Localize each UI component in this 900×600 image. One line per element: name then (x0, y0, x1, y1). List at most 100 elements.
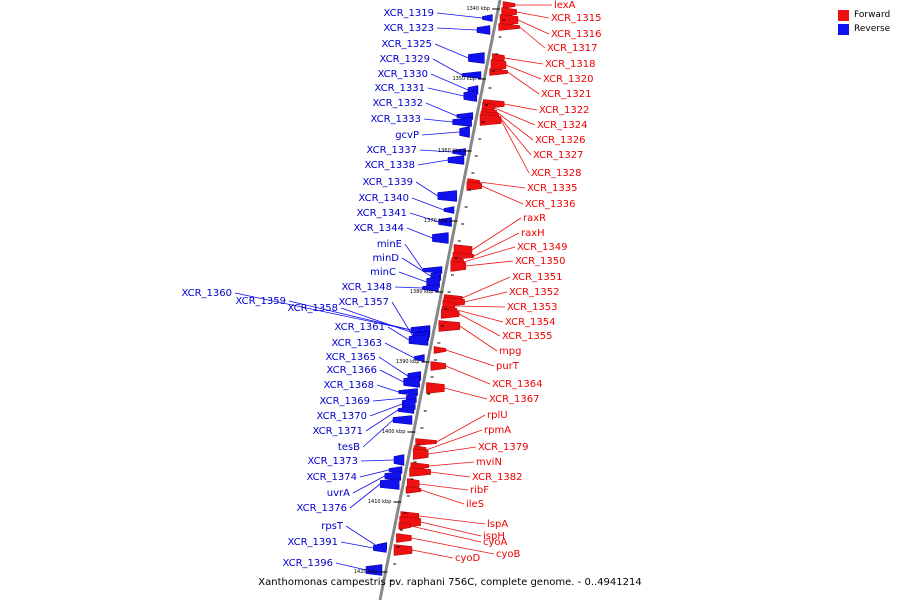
forward-gene-2[interactable] (499, 14, 519, 26)
reverse-gene-label[interactable]: XCR_1374 (306, 472, 357, 483)
forward-gene-label[interactable]: XCR_1353 (507, 302, 558, 313)
reverse-gene-label[interactable]: minD (372, 253, 399, 264)
reverse-gene-14[interactable] (432, 232, 449, 244)
reverse-gene-5[interactable] (463, 90, 478, 102)
reverse-gene-32[interactable] (393, 454, 405, 466)
forward-gene-label[interactable]: XCR_1364 (492, 379, 543, 390)
reverse-gene-label[interactable]: minC (370, 267, 396, 278)
forward-gene-label[interactable]: XCR_1315 (551, 13, 602, 24)
reverse-gene-label[interactable]: XCR_1330 (377, 69, 428, 80)
forward-gene-label[interactable]: XCR_1318 (545, 59, 596, 70)
forward-gene-36[interactable] (398, 522, 412, 530)
forward-gene-label[interactable]: mpg (499, 346, 521, 357)
forward-gene-29[interactable] (412, 448, 429, 460)
forward-gene-30[interactable] (410, 462, 430, 470)
forward-gene-label[interactable]: mviN (476, 457, 502, 468)
forward-gene-0[interactable] (502, 1, 516, 9)
forward-gene-22[interactable] (440, 309, 460, 319)
reverse-gene-label[interactable]: XCR_1340 (358, 193, 409, 204)
forward-gene-label[interactable]: XCR_1335 (527, 183, 578, 194)
reverse-gene-31[interactable] (392, 415, 413, 425)
reverse-gene-label[interactable]: XCR_1333 (370, 114, 421, 125)
forward-gene-label[interactable]: rpmA (484, 425, 511, 436)
forward-gene-25[interactable] (430, 361, 447, 371)
reverse-gene-3[interactable] (461, 71, 482, 79)
forward-gene-32[interactable] (406, 478, 420, 490)
reverse-gene-label[interactable]: XCR_1366 (326, 365, 377, 376)
reverse-gene-label[interactable]: tesB (338, 442, 360, 453)
forward-gene-label[interactable]: lexA (554, 0, 576, 11)
forward-gene-37[interactable] (396, 533, 412, 543)
forward-gene-label[interactable]: ileS (466, 499, 484, 510)
reverse-gene-label[interactable]: XCR_1370 (316, 411, 367, 422)
reverse-gene-2[interactable] (468, 52, 485, 64)
forward-gene-label[interactable]: lspA (487, 519, 508, 530)
forward-gene-label[interactable]: raxR (523, 213, 546, 224)
reverse-gene-label[interactable]: XCR_1332 (372, 98, 423, 109)
forward-gene-label[interactable]: XCR_1336 (525, 199, 576, 210)
reverse-gene-label[interactable]: XCR_1391 (287, 537, 338, 548)
reverse-gene-label[interactable]: gcvP (395, 130, 419, 141)
reverse-gene-label[interactable]: XCR_1357 (338, 297, 389, 308)
reverse-gene-label[interactable]: XCR_1396 (282, 558, 333, 569)
forward-gene-label[interactable]: XCR_1327 (533, 150, 584, 161)
forward-gene-label[interactable]: XCR_1324 (537, 120, 588, 131)
reverse-gene-label[interactable]: XCR_1319 (383, 8, 434, 19)
reverse-gene-label[interactable]: XCR_1348 (341, 282, 392, 293)
forward-gene-31[interactable] (409, 467, 431, 477)
reverse-gene-label[interactable]: XCR_1358 (287, 303, 338, 314)
forward-gene-label[interactable]: cyoB (496, 549, 521, 560)
forward-gene-label[interactable]: purT (496, 361, 520, 372)
forward-gene-27[interactable] (415, 438, 437, 446)
reverse-gene-37[interactable] (373, 543, 387, 553)
reverse-gene-13[interactable] (438, 217, 452, 227)
reverse-gene-8[interactable] (459, 126, 470, 138)
reverse-gene-label[interactable]: XCR_1341 (356, 208, 407, 219)
forward-gene-label[interactable]: XCR_1349 (517, 242, 568, 253)
reverse-gene-label[interactable]: XCR_1329 (379, 54, 430, 65)
forward-gene-label[interactable]: XCR_1351 (512, 272, 563, 283)
forward-gene-label[interactable]: XCR_1355 (502, 331, 553, 342)
forward-gene-label[interactable]: XCR_1326 (535, 135, 586, 146)
forward-gene-label[interactable]: rplU (487, 410, 508, 421)
forward-gene-1[interactable] (501, 7, 517, 17)
reverse-gene-label[interactable]: XCR_1373 (307, 456, 358, 467)
reverse-gene-label[interactable]: XCR_1338 (364, 160, 415, 171)
reverse-gene-label[interactable]: minE (377, 239, 402, 250)
reverse-gene-label[interactable]: XCR_1368 (323, 380, 374, 391)
reverse-gene-label[interactable]: XCR_1359 (235, 296, 286, 307)
reverse-gene-30[interactable] (397, 406, 415, 414)
forward-gene-label[interactable]: XCR_1321 (541, 89, 592, 100)
reverse-gene-9[interactable] (452, 148, 466, 156)
reverse-gene-label[interactable]: rpsT (321, 521, 344, 532)
reverse-gene-label[interactable]: XCR_1365 (325, 352, 376, 363)
reverse-gene-label[interactable]: uvrA (327, 488, 350, 499)
reverse-gene-26[interactable] (403, 376, 420, 388)
forward-gene-24[interactable] (433, 346, 447, 354)
reverse-gene-34[interactable] (384, 471, 402, 481)
reverse-gene-24[interactable] (414, 354, 425, 362)
reverse-gene-0[interactable] (482, 14, 493, 22)
forward-gene-17[interactable] (450, 260, 467, 272)
reverse-gene-label[interactable]: XCR_1360 (181, 288, 232, 299)
reverse-gene-1[interactable] (476, 25, 491, 35)
forward-gene-label[interactable]: XCR_1354 (505, 317, 556, 328)
forward-gene-label[interactable]: XCR_1320 (543, 74, 594, 85)
reverse-gene-15[interactable] (422, 266, 443, 274)
forward-gene-33[interactable] (405, 486, 422, 494)
forward-gene-label[interactable]: XCR_1316 (551, 29, 602, 40)
forward-gene-label[interactable]: XCR_1328 (531, 168, 582, 179)
reverse-gene-label[interactable]: XCR_1371 (312, 426, 363, 437)
reverse-gene-label[interactable]: XCR_1339 (362, 177, 413, 188)
forward-gene-label[interactable]: XCR_1382 (472, 472, 523, 483)
forward-gene-6[interactable] (489, 68, 508, 76)
reverse-gene-23[interactable] (408, 334, 429, 346)
forward-gene-23[interactable] (438, 320, 461, 332)
forward-gene-13[interactable] (466, 181, 483, 191)
reverse-gene-11[interactable] (437, 190, 458, 202)
reverse-gene-label[interactable]: XCR_1331 (374, 83, 425, 94)
forward-gene-label[interactable]: ispH (483, 531, 505, 542)
reverse-gene-label[interactable]: XCR_1337 (366, 145, 417, 156)
forward-gene-label[interactable]: XCR_1352 (509, 287, 560, 298)
forward-gene-label[interactable]: raxH (521, 228, 545, 239)
